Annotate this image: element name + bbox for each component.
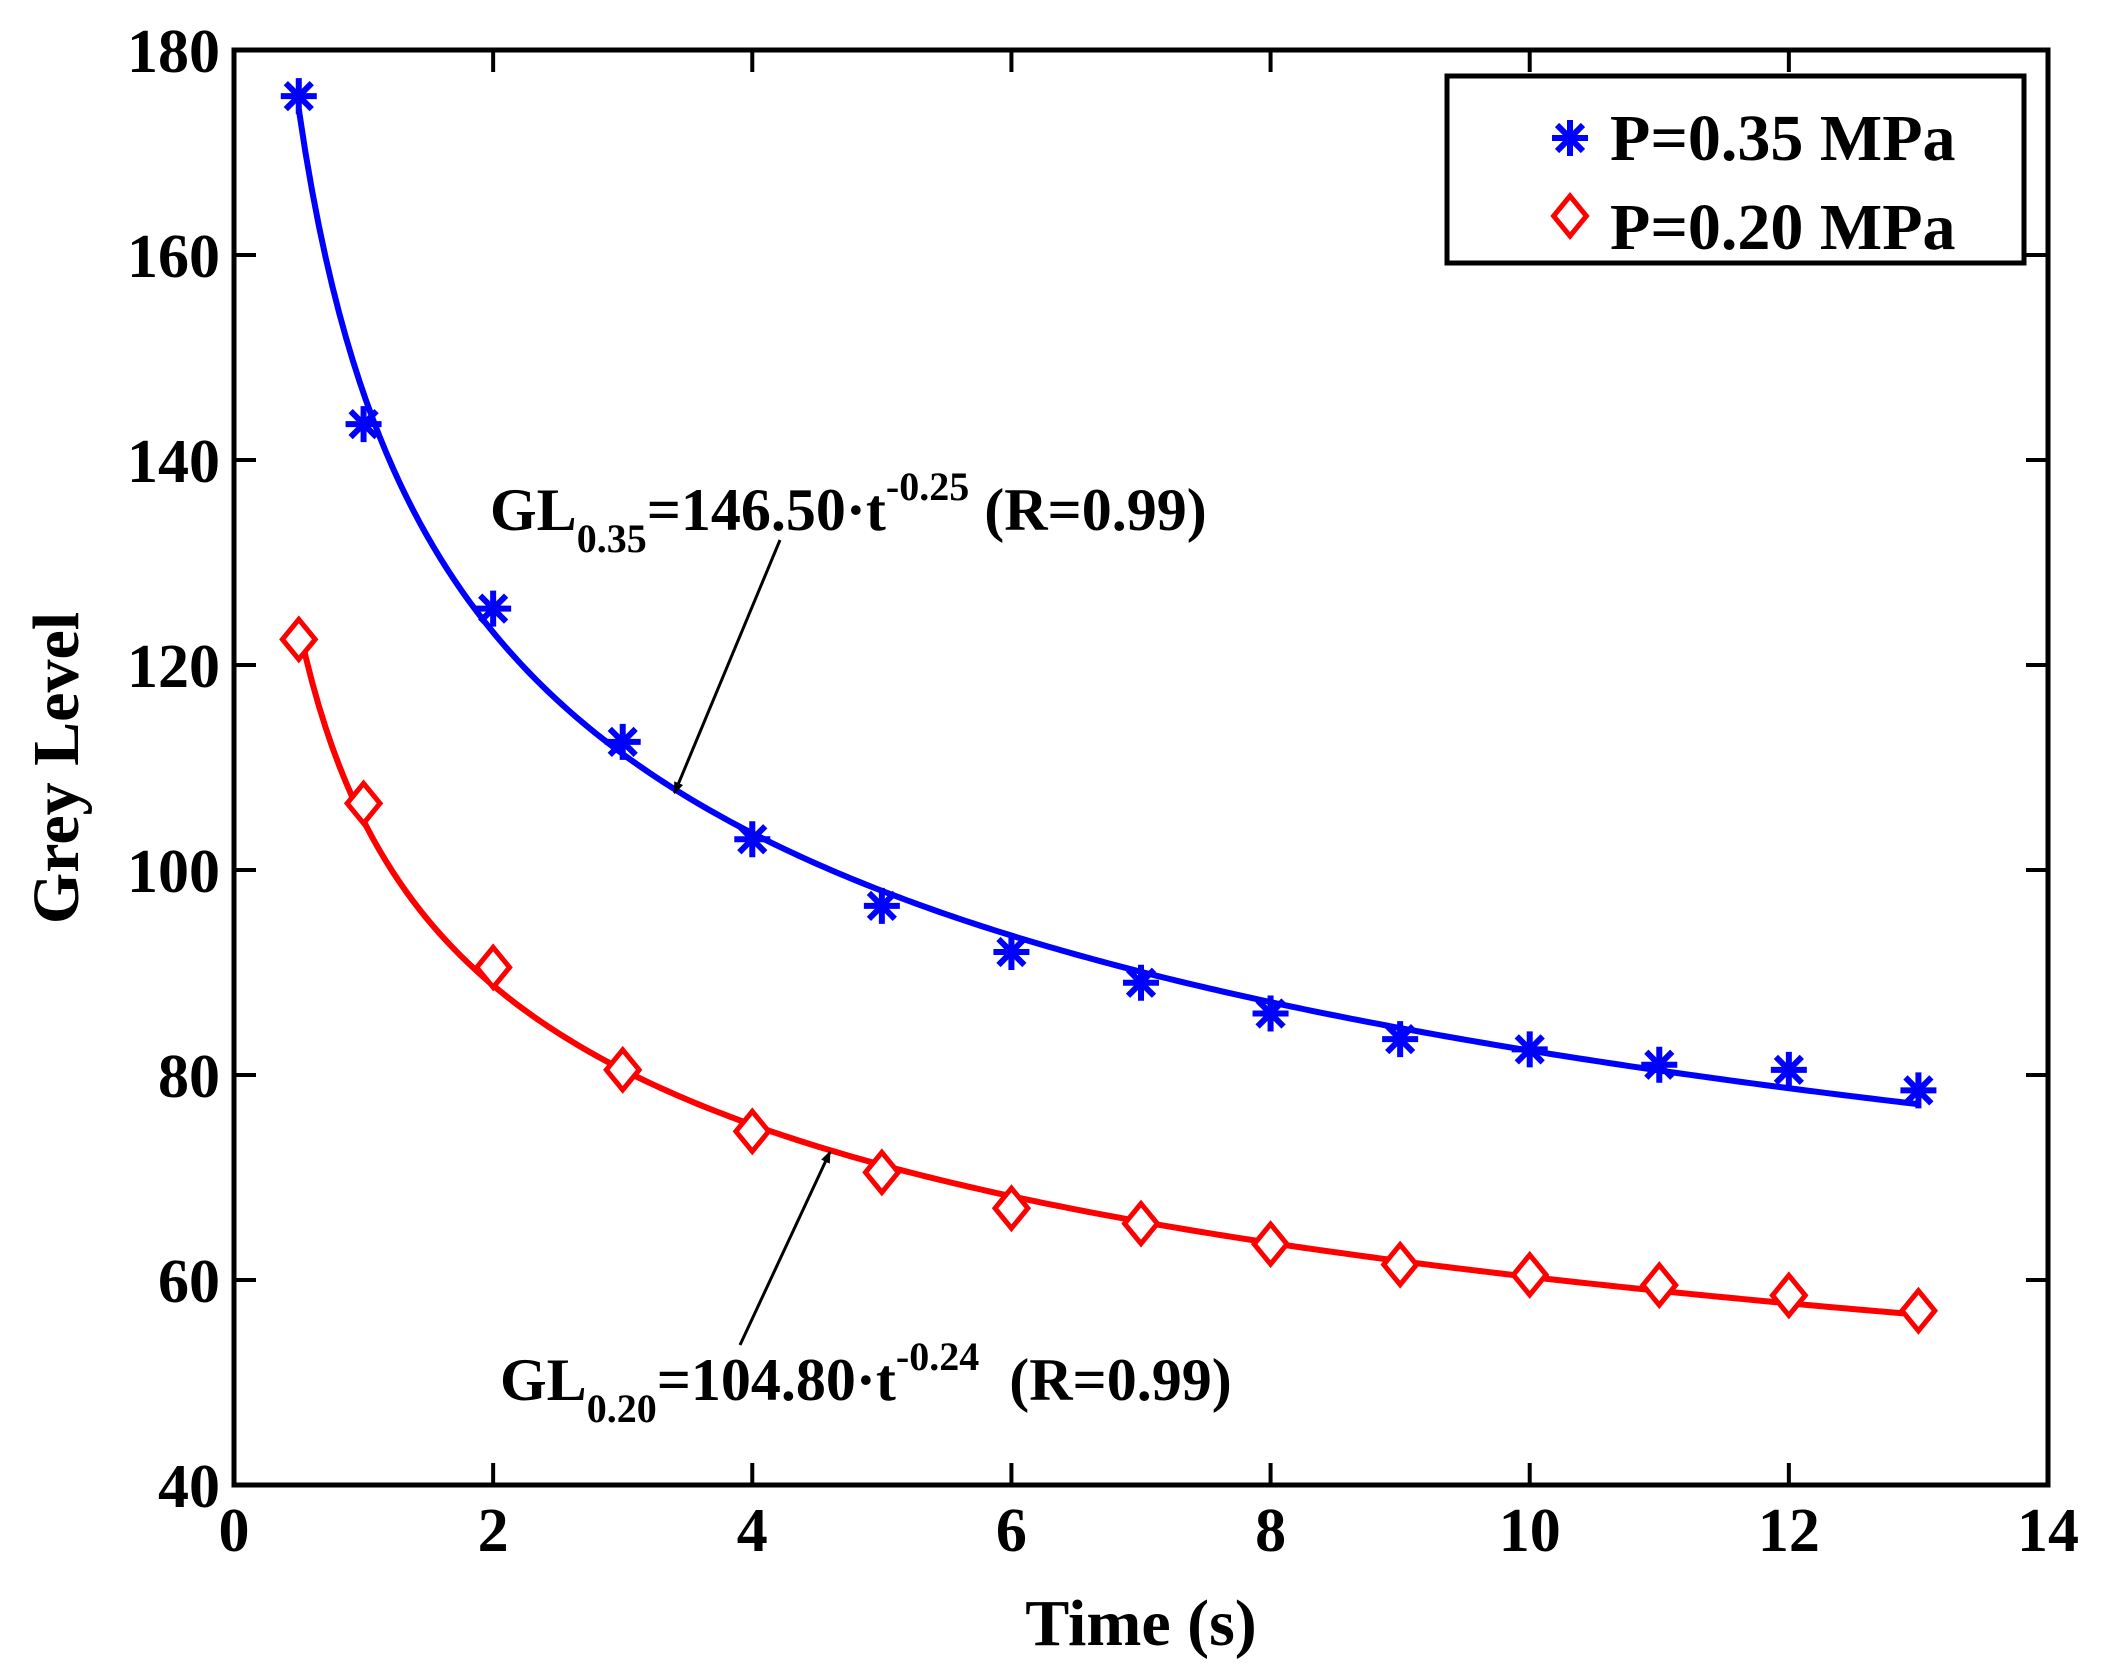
point-asterisk-0-3	[604, 723, 641, 760]
eq-035-prefix: GL	[490, 477, 577, 543]
fit-curve-series-0	[295, 108, 1919, 1108]
eq-020-arrow	[738, 1150, 832, 1346]
annotation-eq-035: GL0.35=146.50·t-0.25 (R=0.99)	[490, 464, 1207, 795]
point-diamond-1-4	[732, 1107, 772, 1156]
legend: P=0.35 MPa P=0.20 MPa	[1444, 73, 2027, 266]
point-diamond-1-10	[1510, 1250, 1550, 1299]
eq-035-suffix: (R=0.99)	[969, 477, 1206, 543]
y-tick-label: 60	[158, 1248, 220, 1316]
point-asterisk-0-6	[993, 934, 1030, 970]
y-tick-label: 140	[127, 428, 220, 496]
point-diamond-1-3	[603, 1045, 643, 1094]
point-asterisk-0-1	[345, 406, 382, 443]
y-tick-label: 80	[158, 1043, 220, 1111]
point-diamond-1-2	[473, 943, 513, 992]
legend-box	[1444, 73, 2027, 266]
x-tick-label: 8	[1255, 1497, 1286, 1565]
point-diamond-1-5	[862, 1148, 902, 1197]
x-tick-label: 2	[478, 1497, 509, 1565]
svg-text:GL0.20=104.80·t-0.24 (R=0.99): GL0.20=104.80·t-0.24 (R=0.99)	[500, 1334, 1232, 1431]
point-asterisk-0-11	[1641, 1046, 1678, 1083]
point-diamond-1-8	[1250, 1220, 1291, 1269]
axis-ticks: 0 2 4 6 8 10 12 14 40 60 80 100 120 140 160 180	[127, 18, 2079, 1565]
y-tick-label: 120	[127, 633, 220, 701]
point-asterisk-0-5	[863, 887, 900, 924]
eq-020-superscript: -0.24	[896, 1334, 979, 1379]
eq-035-superscript: -0.25	[886, 464, 969, 509]
point-asterisk-0-7	[1123, 964, 1159, 1001]
svg-text:GL0.35=146.50·t-0.25 (R=0.99): GL0.35=146.50·t-0.25 (R=0.99)	[490, 464, 1207, 561]
y-tick-label: 40	[158, 1453, 220, 1521]
x-tick-label: 14	[2017, 1497, 2079, 1565]
point-diamond-1-13	[1898, 1286, 1939, 1335]
x-tick-label: 4	[737, 1497, 768, 1565]
y-tick-label: 100	[127, 838, 220, 906]
point-asterisk-0-9	[1382, 1021, 1419, 1058]
point-diamond-1-7	[1121, 1199, 1161, 1248]
point-diamond-1-9	[1380, 1240, 1420, 1289]
eq-020-prefix: GL	[500, 1347, 587, 1413]
eq-035-body: =146.50·t	[647, 477, 886, 543]
eq-020-subscript: 0.20	[587, 1386, 657, 1431]
eq-035-subscript: 0.35	[577, 516, 647, 561]
x-tick-label: 10	[1499, 1497, 1561, 1565]
x-axis-label: Time (s)	[1025, 1587, 1257, 1660]
y-tick-label: 160	[127, 223, 220, 291]
annotation-eq-020: GL0.20=104.80·t-0.24 (R=0.99)	[500, 1150, 1232, 1431]
plot-frame	[231, 47, 2051, 1488]
point-asterisk-0-0	[280, 78, 317, 115]
point-diamond-1-11	[1639, 1261, 1679, 1310]
y-axis-label: Grey Level	[20, 612, 93, 924]
x-tick-label: 0	[219, 1497, 250, 1565]
eq-020-body: =104.80·t	[657, 1347, 896, 1413]
point-asterisk-0-4	[734, 821, 771, 858]
x-tick-label: 6	[996, 1497, 1027, 1565]
point-asterisk-0-13	[1900, 1072, 1937, 1109]
y-tick-label: 180	[127, 18, 220, 86]
legend-marker-asterisk	[1552, 120, 1588, 156]
eq-020-suffix: (R=0.99)	[979, 1347, 1231, 1413]
eq-035-arrow	[673, 539, 782, 795]
point-asterisk-0-10	[1511, 1031, 1548, 1068]
point-diamond-1-6	[991, 1184, 1032, 1233]
point-asterisk-0-12	[1770, 1051, 1807, 1088]
legend-marker-diamond	[1550, 192, 1590, 240]
point-diamond-1-0	[279, 615, 319, 664]
point-asterisk-0-2	[475, 590, 512, 627]
legend-label-035: P=0.35 MPa	[1610, 102, 1956, 175]
data-markers	[279, 78, 1939, 1335]
point-asterisk-0-8	[1252, 995, 1289, 1032]
legend-label-020: P=0.20 MPa	[1610, 191, 1956, 264]
x-tick-label: 12	[1758, 1497, 1820, 1565]
point-diamond-1-12	[1769, 1271, 1809, 1320]
point-diamond-1-1	[343, 779, 384, 828]
